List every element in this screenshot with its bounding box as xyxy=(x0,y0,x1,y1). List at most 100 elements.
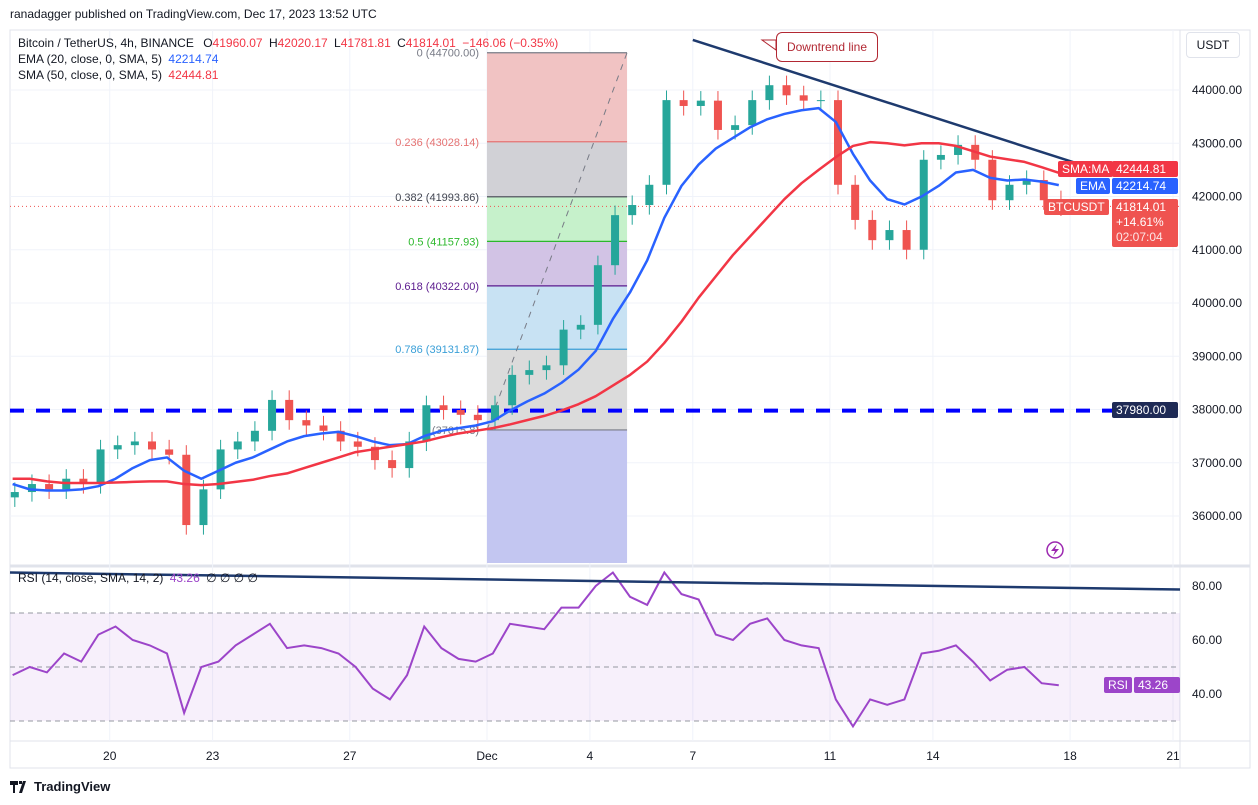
time-tick-label: 4 xyxy=(587,749,594,763)
fib-zone xyxy=(487,52,628,142)
candle-body xyxy=(593,265,602,325)
price-tick-label: 40000.00 xyxy=(1192,296,1242,310)
price-tick-label: 38000.00 xyxy=(1192,403,1242,417)
rsi-tick-label: 40.00 xyxy=(1192,687,1222,701)
candle-body xyxy=(902,230,911,250)
fib-level-label: 0.236 (43028.14) xyxy=(395,137,479,149)
price-tick-label: 41000.00 xyxy=(1192,243,1242,257)
candle-body xyxy=(885,230,894,241)
candle-body xyxy=(388,460,397,469)
candle-body xyxy=(525,370,534,375)
candle-body xyxy=(473,414,482,421)
rsi-legend[interactable]: RSI (14, close, SMA, 14, 2) 43.26 ∅ ∅ ∅ … xyxy=(18,571,261,585)
rsi-legend-label: RSI (14, close, SMA, 14, 2) xyxy=(18,571,164,585)
candle-body xyxy=(731,125,740,130)
candle-body xyxy=(834,100,842,185)
ema-line xyxy=(12,106,1060,492)
time-tick-label: 14 xyxy=(926,749,940,763)
last-price: 41814.01 xyxy=(1116,200,1167,214)
candle-body xyxy=(1005,184,1014,201)
symbol-legend: Bitcoin / TetherUS, 4h, BINANCE O41960.0… xyxy=(18,36,561,50)
time-tick-label: 11 xyxy=(824,749,837,763)
chart-frame xyxy=(9,29,1251,769)
candle-body xyxy=(285,399,294,421)
candle-body xyxy=(45,484,54,490)
candle-body xyxy=(628,205,637,216)
time-tick-label: 20 xyxy=(103,749,117,763)
price-tick-label: 39000.00 xyxy=(1192,349,1242,363)
symbol-name-tag: BTCUSDT xyxy=(1044,199,1109,215)
sma-legend-label: SMA (50, close, 0, SMA, 5) xyxy=(18,68,163,82)
price-tick-label: 36000.00 xyxy=(1192,509,1242,523)
close-label: C xyxy=(397,36,406,50)
candle-body xyxy=(1022,179,1031,185)
candle-body xyxy=(936,154,945,160)
time-tick-label: 21 xyxy=(1166,749,1180,763)
candle-body xyxy=(782,85,791,96)
tradingview-logo[interactable]: TradingView xyxy=(10,779,110,794)
lightning-circle xyxy=(1046,541,1064,559)
candle-body xyxy=(336,430,345,442)
candle-body xyxy=(96,449,105,485)
candle-body xyxy=(799,95,808,101)
price-tick-label: 37000.00 xyxy=(1192,456,1242,470)
high-label: H xyxy=(268,36,278,50)
candle-body xyxy=(405,441,414,469)
callout-pointer xyxy=(760,39,777,51)
fib-level-label: 0.618 (40322.00) xyxy=(395,281,479,293)
fib-level-label: 0 (44700.00) xyxy=(417,48,479,60)
candle-body xyxy=(370,446,379,461)
fib-zone xyxy=(487,429,628,563)
candle-body xyxy=(319,425,328,431)
sma-legend-value: 42444.81 xyxy=(168,68,219,82)
high-value: 42020.17 xyxy=(277,36,328,50)
time-tick-label: 27 xyxy=(343,749,357,763)
candle-body xyxy=(713,100,722,130)
candle-body xyxy=(165,449,174,455)
fib-level-label: 0.382 (41993.86) xyxy=(395,192,479,204)
candle-body xyxy=(954,144,963,155)
published-info: ranadagger published on TradingView.com,… xyxy=(10,7,377,21)
candle-body xyxy=(268,399,277,431)
downtrend-annotation[interactable]: Downtrend line xyxy=(776,32,878,62)
ema-legend-label: EMA (20, close, 0, SMA, 5) xyxy=(18,52,163,66)
price-tick-label: 42000.00 xyxy=(1192,190,1242,204)
sma-legend[interactable]: SMA (50, close, 0, SMA, 5) 42444.81 xyxy=(18,68,221,82)
candle-body xyxy=(250,430,259,442)
candle-body xyxy=(988,159,997,201)
sma-name-tag: SMA:MA xyxy=(1058,161,1114,177)
ema-legend[interactable]: EMA (20, close, 0, SMA, 5) 42214.74 xyxy=(18,52,221,66)
candle-body xyxy=(113,445,122,450)
candle-body xyxy=(233,441,242,450)
logo-text: TradingView xyxy=(34,779,111,794)
bar-countdown: 02:07:04 xyxy=(1116,230,1163,244)
candle-body xyxy=(182,454,191,526)
rsi-value-tag: 43.26 xyxy=(1134,677,1180,693)
candle-body xyxy=(868,219,877,241)
time-tick-label: 18 xyxy=(1063,749,1077,763)
fib-zone xyxy=(487,196,628,242)
candle-body xyxy=(353,441,362,447)
candle-body xyxy=(79,478,88,485)
support-price-tag: 37980.00 xyxy=(1112,402,1178,418)
lightning-icon xyxy=(1046,541,1064,559)
fib-level-label: 0.786 (39131.87) xyxy=(395,344,479,356)
close-value: 41814.01 xyxy=(405,36,456,50)
rsi-legend-value: 43.26 xyxy=(169,571,200,585)
fib-zone xyxy=(487,285,628,350)
candle-body xyxy=(130,441,139,446)
ema-legend-value: 42214.74 xyxy=(168,52,219,66)
open-label: O xyxy=(203,36,213,50)
symbol-name[interactable]: Bitcoin / TetherUS, 4h, BINANCE xyxy=(18,36,194,50)
rsi-tick-label: 80.00 xyxy=(1192,579,1222,593)
rsi-trendline xyxy=(9,571,1181,591)
rsi-line xyxy=(12,570,1059,729)
candle-body xyxy=(696,100,705,106)
candle-body xyxy=(199,489,208,526)
candle-body xyxy=(645,184,654,206)
downtrend-line xyxy=(692,38,1108,175)
currency-button[interactable]: USDT xyxy=(1186,32,1240,58)
sma-price-tag: 42444.81 xyxy=(1112,161,1178,177)
fib-zone xyxy=(487,241,628,286)
